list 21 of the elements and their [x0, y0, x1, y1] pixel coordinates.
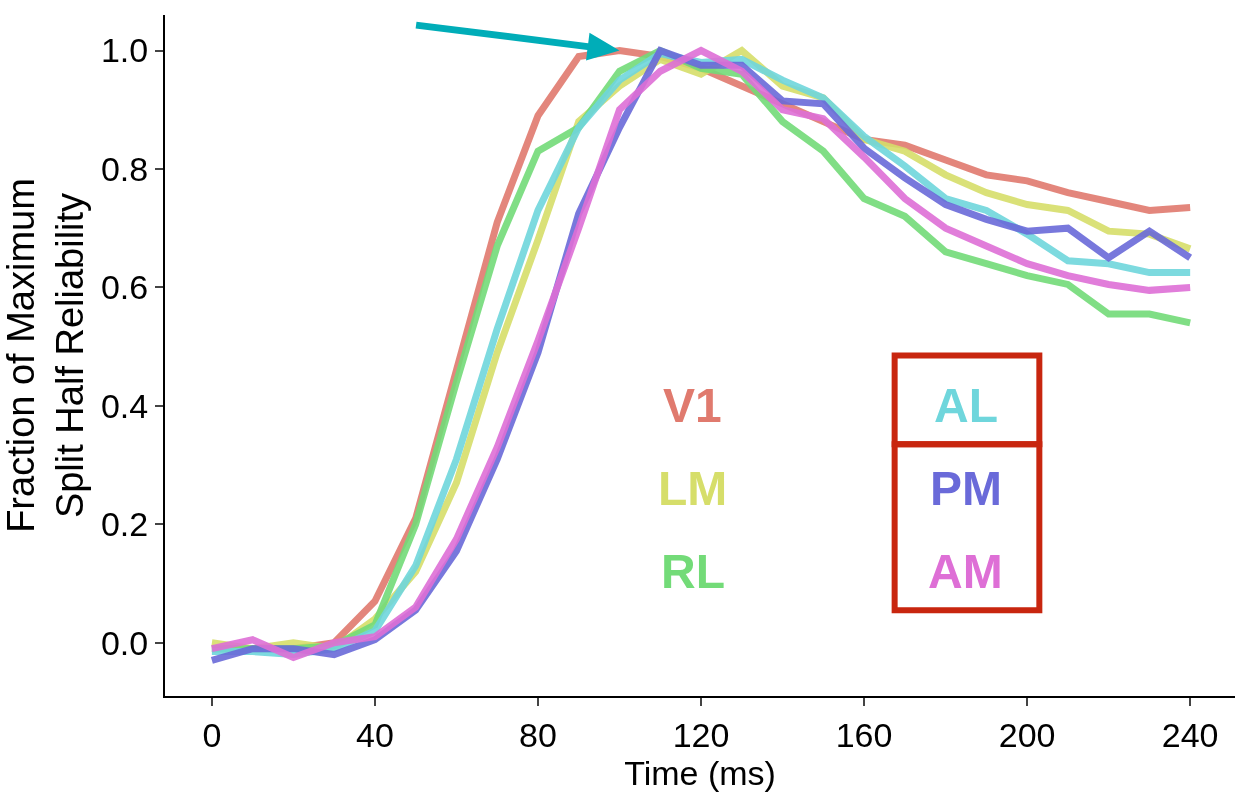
x-tick-label: 160 — [835, 715, 893, 754]
y-tick-label: 0.0 — [100, 623, 149, 662]
y-tick-label: 0.4 — [100, 386, 149, 425]
y-tick-label: 0.2 — [100, 505, 149, 544]
x-tick-label: 40 — [356, 715, 394, 754]
text: V1 — [663, 379, 722, 432]
text: RL — [661, 545, 725, 598]
y-tick-label: 0.8 — [100, 149, 149, 188]
x-axis-title: Time (ms) — [624, 753, 776, 792]
x-tick-label: 200 — [998, 715, 1056, 754]
x-tick-label: 0 — [202, 715, 222, 754]
y-tick-label: 0.6 — [100, 268, 149, 307]
x-tick-label: 80 — [519, 715, 557, 754]
x-tick-label: 120 — [672, 715, 730, 754]
y-tick-label: 1.0 — [100, 31, 149, 70]
text: LM — [658, 462, 728, 515]
text: PM — [930, 462, 1002, 515]
x-tick-label: 240 — [1161, 715, 1219, 754]
y-axis-title: Fraction of Maximum Split Half Reliability — [0, 178, 92, 533]
text: AL — [934, 379, 998, 432]
text: AM — [928, 545, 1003, 598]
